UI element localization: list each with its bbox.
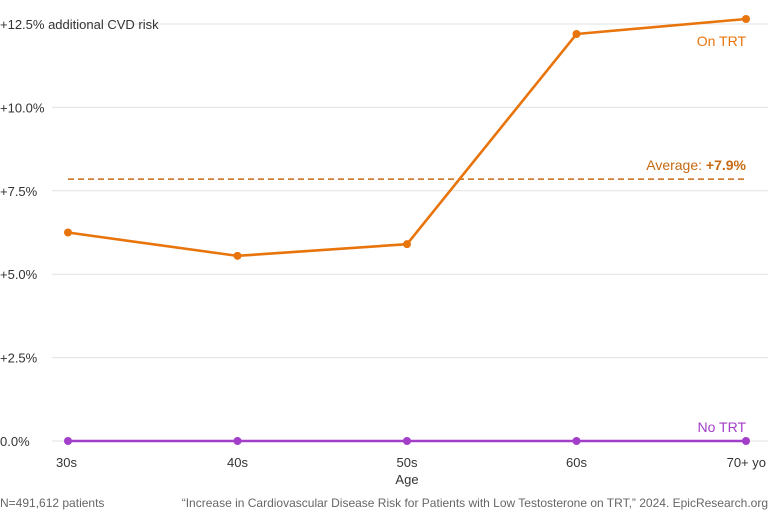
y-tick-label: +7.5% bbox=[0, 184, 38, 199]
data-point-on-trt bbox=[64, 228, 72, 237]
x-axis: 30s 40s 50s 60s 70+ yo Age bbox=[56, 455, 766, 487]
y-tick-label: +5.0% bbox=[0, 267, 38, 282]
x-tick-label: 70+ yo bbox=[727, 455, 766, 470]
footer-citation: “Increase in Cardiovascular Disease Risk… bbox=[181, 496, 768, 510]
series-label-on-trt: On TRT bbox=[697, 33, 747, 49]
data-point-no-trt bbox=[742, 437, 750, 445]
series-group: On TRT No TRT bbox=[64, 14, 750, 445]
series-label-no-trt: No TRT bbox=[698, 419, 747, 435]
x-tick-label: 50s bbox=[397, 455, 418, 470]
data-point-on-trt bbox=[572, 30, 581, 39]
data-point-no-trt bbox=[233, 437, 242, 445]
average-value: +7.9% bbox=[706, 157, 747, 173]
data-point-no-trt bbox=[572, 437, 581, 445]
line-chart: 0.0% +2.5% +5.0% +7.5% +10.0% +12.5% addition… bbox=[0, 14, 768, 487]
gridlines bbox=[52, 23, 768, 442]
data-point-no-trt bbox=[403, 437, 411, 445]
data-point-no-trt bbox=[64, 437, 72, 445]
data-point-on-trt bbox=[742, 14, 750, 23]
average-label: Average: +7.9% bbox=[646, 157, 746, 173]
footer-sample-size: N=491,612 patients bbox=[0, 496, 105, 510]
y-tick-label: 0.0% bbox=[0, 434, 30, 449]
average-line-group: Average: +7.9% bbox=[68, 157, 747, 180]
average-label-text: Average: bbox=[646, 157, 706, 173]
x-tick-label: 30s bbox=[56, 455, 77, 470]
data-point-on-trt bbox=[403, 240, 411, 249]
data-point-on-trt bbox=[233, 251, 242, 260]
series-line-on-trt bbox=[67, 17, 747, 258]
y-tick-label: +12.5% additional CVD risk bbox=[0, 17, 159, 32]
y-tick-label: +10.0% bbox=[0, 100, 45, 115]
y-axis: 0.0% +2.5% +5.0% +7.5% +10.0% +12.5% addition… bbox=[0, 17, 159, 449]
x-tick-label: 40s bbox=[227, 455, 248, 470]
x-axis-label: Age bbox=[395, 472, 418, 487]
x-tick-label: 60s bbox=[566, 455, 587, 470]
y-tick-label: +2.5% bbox=[0, 351, 38, 366]
